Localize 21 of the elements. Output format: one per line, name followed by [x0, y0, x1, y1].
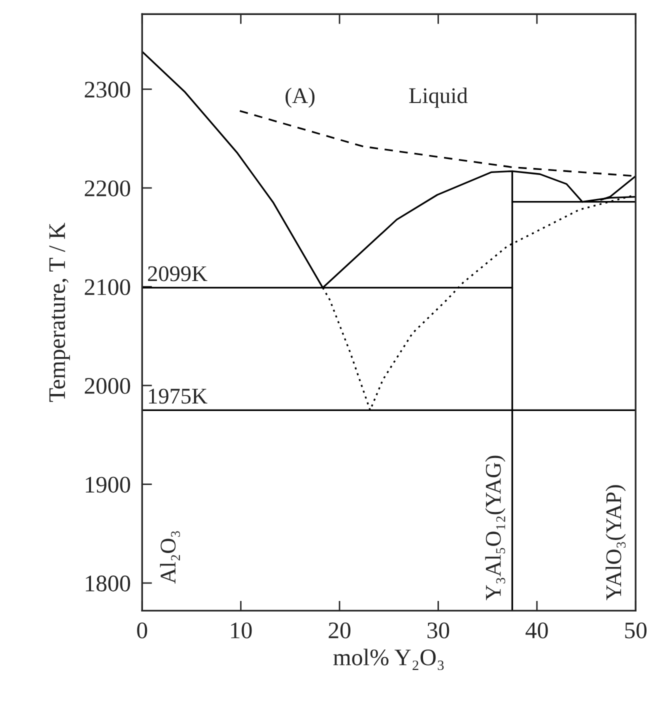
x-tick-label: 20 [328, 622, 350, 638]
annotation: Y₃Al₅O₁₂(YAG) [485, 456, 506, 600]
y-tick-label: 2000 [84, 378, 130, 394]
annotation: (A) [286, 88, 314, 108]
annotation: 1975K [149, 388, 208, 404]
y-axis-title: Temperature, T / K [49, 222, 70, 402]
x-tick-label: 50 [625, 622, 647, 638]
y-tick-label: 2300 [84, 82, 130, 98]
y-tick-label: 2100 [84, 279, 130, 296]
annotation: YAlO₃(YAP) [606, 485, 626, 600]
y-tick-label: 1800 [86, 576, 130, 592]
y-tick-label: 2200 [84, 180, 130, 196]
annotation: Liquid [409, 88, 468, 108]
x-tick-label: 30 [428, 622, 450, 638]
x-tick-label: 10 [231, 622, 252, 638]
x-tick-label: 40 [526, 622, 548, 638]
annotation: Al₂O₃ [160, 531, 180, 584]
x-axis-title: mol% Y₂O₃ [333, 648, 444, 670]
annotation: 2099K [148, 266, 208, 282]
x-tick-label: 0 [137, 622, 148, 638]
y-tick-label: 1900 [86, 476, 130, 493]
